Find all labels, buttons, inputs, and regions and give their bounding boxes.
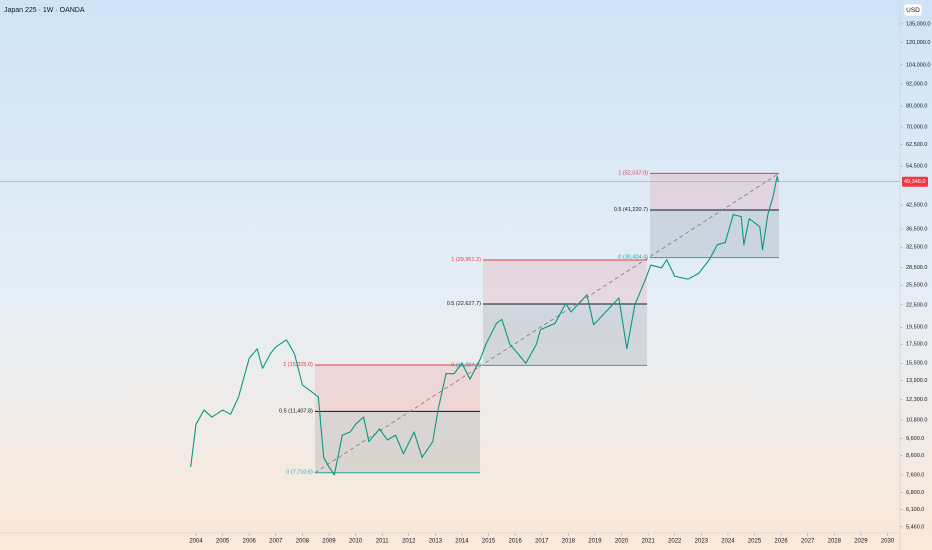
x-tick-label: 2029 — [854, 539, 868, 545]
fib-label: 0.5 (11,407.8) — [279, 408, 313, 414]
fib-zone — [482, 303, 648, 366]
fib-label: 0 (7,710.6) — [286, 470, 313, 476]
x-tick-label: 2012 — [402, 539, 416, 545]
x-tick-label: 2006 — [243, 539, 257, 545]
fib-zone — [314, 365, 481, 412]
x-tick-label: 2017 — [535, 539, 549, 545]
y-tick-label: 7,600.0 — [906, 472, 924, 478]
fib-zone — [314, 411, 481, 473]
chart-title: Japan 225 · 1W · OANDA — [4, 7, 85, 14]
currency: USD — [906, 7, 920, 14]
y-tick-label: 8,600.0 — [906, 453, 924, 459]
fib-label: 0 (30,404.4) — [618, 255, 648, 261]
y-tick-label: 9,600.0 — [906, 436, 924, 442]
y-tick-label: 104,000.0 — [906, 62, 930, 68]
price-line — [190, 176, 779, 476]
y-tick-label: 19,500.0 — [906, 325, 927, 331]
x-tick-label: 2023 — [695, 539, 709, 545]
y-tick-label: 12,300.0 — [906, 397, 927, 403]
x-tick-label: 2011 — [376, 539, 390, 545]
current-price-label: 49,348.0 — [904, 179, 925, 185]
y-tick-label: 15,500.0 — [906, 361, 927, 367]
y-tick-label: 28,500.0 — [906, 265, 927, 271]
y-tick-label: 32,500.0 — [906, 245, 927, 251]
y-tick-label: 120,000.0 — [906, 40, 930, 46]
currency-box — [903, 3, 923, 17]
y-tick-label: 62,500.0 — [906, 142, 927, 148]
x-tick-label: 2024 — [721, 539, 735, 545]
x-tick-label: 2014 — [455, 539, 469, 545]
fib-label: 1 (15,325.0) — [283, 362, 313, 368]
fib-label: 0 (15,294.2) — [451, 362, 481, 368]
x-tick-label: 2013 — [429, 539, 443, 545]
y-tick-label: 36,500.0 — [906, 226, 927, 232]
y-tick-label: 5,460.0 — [906, 524, 924, 530]
x-tick-label: 2010 — [349, 539, 363, 545]
x-tick-label: 2019 — [588, 539, 602, 545]
x-tick-label: 2022 — [668, 539, 682, 545]
x-tick-label: 2009 — [322, 539, 336, 545]
fib-label: 0.5 (22,627.7) — [447, 301, 481, 307]
x-tick-label: 2015 — [482, 539, 496, 545]
fib-label: 1 (52,037.0) — [618, 170, 648, 176]
y-tick-label: 10,800.0 — [906, 417, 927, 423]
x-tick-label: 2004 — [189, 539, 203, 545]
x-tick-label: 2016 — [508, 539, 522, 545]
y-tick-label: 70,000.0 — [906, 124, 927, 130]
y-tick-label: 25,500.0 — [906, 283, 927, 289]
y-tick-label: 135,000.0 — [906, 21, 930, 27]
fib-zone — [482, 259, 648, 304]
x-tick-label: 2020 — [615, 539, 629, 545]
x-tick-label: 2025 — [748, 539, 762, 545]
x-tick-label: 2021 — [641, 539, 655, 545]
y-tick-label: 17,500.0 — [906, 342, 927, 348]
x-tick-label: 2008 — [296, 539, 310, 545]
x-tick-label: 2005 — [216, 539, 230, 545]
y-tick-label: 13,900.0 — [906, 378, 927, 384]
fib-label: 1 (29,961.2) — [451, 257, 481, 263]
fib-label: 0.5 (41,220.7) — [614, 207, 648, 213]
current-price-box — [902, 176, 928, 187]
y-tick-label: 92,000.0 — [906, 82, 927, 88]
x-tick-label: 2007 — [269, 539, 283, 545]
y-tick-label: 42,500.0 — [906, 203, 927, 209]
fib-zone — [650, 173, 779, 210]
x-tick-label: 2018 — [562, 539, 576, 545]
x-tick-label: 2030 — [881, 539, 895, 545]
x-tick-label: 2026 — [774, 539, 788, 545]
y-tick-label: 6,800.0 — [906, 490, 924, 496]
x-tick-label: 2027 — [801, 539, 815, 545]
trend-line — [314, 173, 780, 474]
y-tick-label: 6,100.0 — [906, 507, 924, 513]
y-tick-label: 54,500.0 — [906, 164, 927, 170]
plot: 135,000.0 120,000.0 104,000.0 92,000.0 80,00… — [0, 21, 930, 545]
y-tick-label: 80,000.0 — [906, 103, 927, 109]
x-tick-label: 2028 — [828, 539, 842, 545]
y-tick-label: 22,500.0 — [906, 302, 927, 308]
